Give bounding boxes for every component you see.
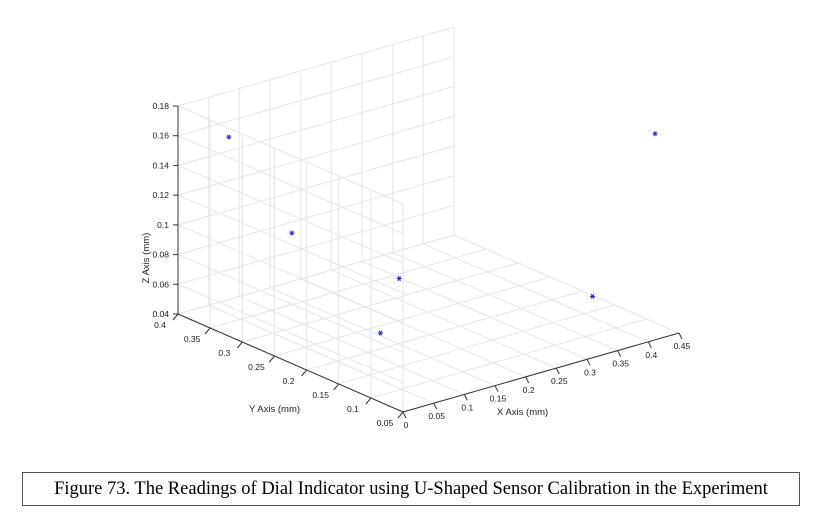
y-axis-label: Y Axis (mm) xyxy=(249,404,300,415)
floor-gridline xyxy=(269,287,496,387)
floor-gridline xyxy=(239,295,465,395)
y-tick-label: 0.3 xyxy=(218,348,230,358)
floor-gridline xyxy=(453,234,680,334)
x-tick-label: 0.05 xyxy=(428,411,445,421)
z-tick-label: 0.1 xyxy=(157,220,169,230)
y-tick-label: 0.15 xyxy=(312,390,329,400)
y-tick-label: 0.35 xyxy=(184,334,201,344)
left-wall-gridline xyxy=(177,254,404,354)
tick-label-layer: 0 0.05 0.1 0.15 0.2 0.25 0.3 0.35 0.4 0.45 0.05 0.1… xyxy=(152,101,690,430)
y-tick-label: 0.4 xyxy=(154,320,166,330)
data-point xyxy=(396,275,402,282)
y-tick-mark xyxy=(172,313,179,321)
right-wall-gridline xyxy=(177,204,455,285)
x-tick-mark xyxy=(586,359,591,366)
z-tick-label: 0.12 xyxy=(152,190,169,200)
data-point xyxy=(289,230,295,236)
floor-gridline xyxy=(392,252,618,352)
z-tick-label: 0.08 xyxy=(152,250,169,260)
y-tick-mark xyxy=(301,369,307,377)
x-axis-label: X Axis (mm) xyxy=(497,407,548,418)
right-wall-gridline xyxy=(177,145,455,226)
x-tick-mark xyxy=(647,341,652,349)
z-tick-label: 0.06 xyxy=(152,279,169,289)
figure-caption: Figure 73. The Readings of Dial Indicato… xyxy=(22,472,800,506)
x-tick-mark xyxy=(494,385,499,392)
y-tick-label: 0.2 xyxy=(283,376,295,386)
left-wall-gridline xyxy=(177,135,404,235)
left-wall-gridline xyxy=(177,194,404,294)
y-tick-mark xyxy=(204,327,211,335)
right-wall-gridline xyxy=(177,234,455,315)
data-point xyxy=(589,293,596,299)
right-wall-gridline xyxy=(177,115,455,196)
floor-gridline xyxy=(209,248,487,329)
x-tick-label: 0.2 xyxy=(523,385,535,395)
z-tick-label: 0.14 xyxy=(152,160,169,170)
x-tick-mark xyxy=(463,394,468,401)
left-wall-gridline xyxy=(177,224,404,324)
data-point xyxy=(226,134,232,140)
right-wall-gridline xyxy=(177,26,455,107)
x-tick-mark xyxy=(555,367,560,375)
y-tick-label: 0.25 xyxy=(248,362,265,372)
x-tick-label: 0.35 xyxy=(612,359,629,369)
y-tick-label: 0.05 xyxy=(377,418,394,428)
floor-gridline xyxy=(370,318,648,399)
data-point xyxy=(377,330,383,336)
z-axis-label: Z Axis (mm) xyxy=(141,233,152,284)
floor-gridline xyxy=(242,262,519,343)
axis-label-layer: X Axis (mm) Y Axis (mm) Z Axis (mm) xyxy=(141,233,548,418)
y-axis-line xyxy=(177,313,404,413)
x-tick-label: 0 xyxy=(404,420,409,430)
x-tick-mark xyxy=(678,332,683,340)
right-wall-gridline xyxy=(177,56,455,137)
data-point-layer xyxy=(226,131,658,336)
x-tick-label: 0.1 xyxy=(461,402,473,412)
y-tick-mark xyxy=(269,355,275,363)
left-wall-gridline xyxy=(177,105,404,205)
floor-gridline xyxy=(274,276,551,357)
data-point xyxy=(652,131,658,137)
grid-layer xyxy=(177,26,680,413)
z-tick-label: 0.16 xyxy=(152,131,169,141)
axis-layer xyxy=(172,105,683,419)
floor-gridline xyxy=(331,269,557,369)
left-wall-gridline xyxy=(177,283,404,383)
y-tick-mark xyxy=(333,383,340,391)
y-tick-mark xyxy=(236,341,243,349)
y-tick-label: 0.1 xyxy=(347,404,359,414)
right-wall-gridline xyxy=(177,85,455,166)
x-axis-line xyxy=(402,332,680,413)
x-tick-label: 0.3 xyxy=(584,367,596,377)
x-tick-label: 0.25 xyxy=(551,376,568,386)
floor-gridline xyxy=(423,243,649,343)
x-tick-mark xyxy=(402,411,407,419)
floor-gridline xyxy=(306,290,583,371)
y-tick-mark xyxy=(365,397,372,405)
left-wall-gridline xyxy=(177,164,404,264)
y-tick-mark xyxy=(397,411,404,419)
x-tick-mark xyxy=(433,402,438,410)
x-tick-label: 0.45 xyxy=(674,341,691,351)
x-tick-mark xyxy=(617,350,622,357)
z-tick-label: 0.18 xyxy=(152,101,169,111)
right-wall-gridline xyxy=(177,175,455,256)
floor-gridline xyxy=(208,304,434,404)
floor-gridline xyxy=(338,304,615,385)
z-tick-label: 0.04 xyxy=(152,309,169,319)
x-tick-label: 0.15 xyxy=(490,394,507,404)
x-tick-label: 0.4 xyxy=(645,350,657,360)
x-tick-mark xyxy=(525,376,530,384)
